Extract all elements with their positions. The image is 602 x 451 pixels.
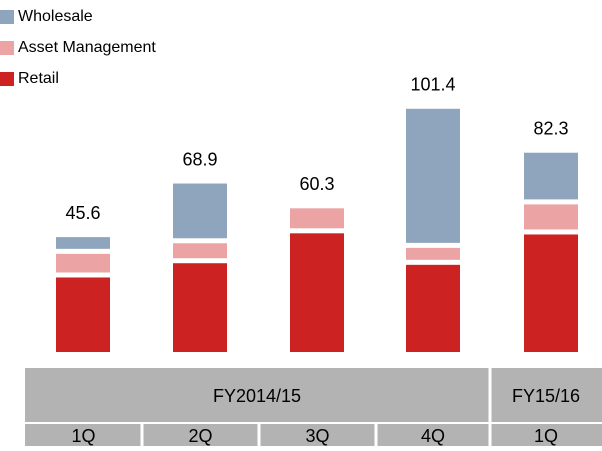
bar-segment <box>56 253 110 273</box>
legend-label: Wholesale <box>18 8 93 25</box>
bar-segment <box>290 233 344 352</box>
x-tick-label: 2Q <box>188 426 212 446</box>
bar-segment <box>173 183 227 239</box>
bar-segment <box>524 234 578 352</box>
group-band <box>25 368 602 422</box>
legend-label: Asset Management <box>18 39 156 56</box>
total-label: 68.9 <box>182 149 217 169</box>
bar-segment <box>524 152 578 200</box>
legend-label: Retail <box>18 70 59 87</box>
total-label: 45.6 <box>65 203 100 223</box>
bar-segment <box>406 247 460 260</box>
group-label: FY2014/15 <box>213 386 301 406</box>
x-tick-label: 4Q <box>421 426 445 446</box>
bar-segment <box>290 208 344 229</box>
total-label: 101.4 <box>410 75 455 95</box>
legend-swatch <box>0 41 14 55</box>
x-tick-label: 3Q <box>305 426 329 446</box>
x-tick-label: 1Q <box>71 426 95 446</box>
legend-swatch <box>0 72 14 86</box>
bar-segment <box>524 204 578 230</box>
legend-swatch <box>0 10 14 24</box>
total-label: 60.3 <box>299 174 334 194</box>
total-label: 82.3 <box>533 118 568 138</box>
bar-segment <box>56 237 110 249</box>
x-tick-label: 1Q <box>534 426 558 446</box>
bar-segment <box>173 263 227 352</box>
bar-segment <box>56 277 110 352</box>
bar-segment <box>406 264 460 352</box>
bar-segment <box>173 243 227 259</box>
quarter-band <box>25 424 602 446</box>
bar-segment <box>406 108 460 243</box>
group-label: FY15/16 <box>512 386 580 406</box>
